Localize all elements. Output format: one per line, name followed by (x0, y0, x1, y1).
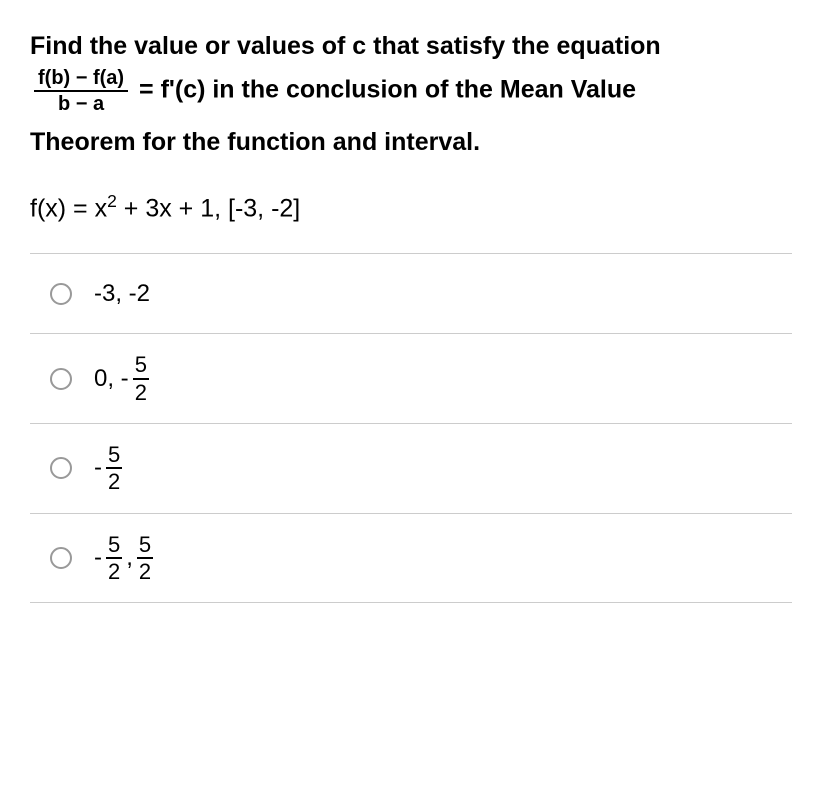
opt4-separator: , (126, 544, 133, 572)
option-1[interactable]: -3, -2 (30, 254, 792, 334)
question-line2: = f'(c) in the conclusion of the Mean Va… (139, 75, 636, 103)
frac-denominator: b − a (34, 92, 128, 116)
opt3-den: 2 (106, 469, 122, 494)
frac-numerator: f(b) − f(a) (34, 66, 128, 92)
mvt-fraction: f(b) − f(a) b − a (34, 66, 128, 116)
opt4-pre: - (94, 544, 102, 572)
option-4[interactable]: - 5 2 , 5 2 (30, 514, 792, 604)
opt2-pre: 0, - (94, 365, 129, 393)
opt3-num: 5 (106, 442, 122, 469)
opt3-pre: - (94, 454, 102, 482)
options-list: -3, -2 0, - 5 2 - 5 2 - 5 2 (30, 253, 792, 603)
function-definition: f(x) = x2 + 3x + 1, [-3, -2] (30, 191, 792, 223)
option-2[interactable]: 0, - 5 2 (30, 334, 792, 424)
option-1-label: -3, -2 (94, 280, 150, 308)
opt4-den2: 2 (137, 559, 153, 584)
question-text: Find the value or values of c that satis… (30, 28, 792, 161)
func-exponent: 2 (107, 191, 117, 211)
question-line3: Theorem for the function and interval. (30, 128, 480, 156)
func-post: + 3x + 1, [-3, -2] (117, 194, 300, 222)
radio-icon[interactable] (50, 547, 72, 569)
option-3-label: - 5 2 (94, 442, 126, 495)
opt4-fraction-2: 5 2 (137, 532, 153, 585)
opt2-fraction: 5 2 (133, 352, 149, 405)
opt4-num1: 5 (106, 532, 122, 559)
opt4-fraction-1: 5 2 (106, 532, 122, 585)
opt2-num: 5 (133, 352, 149, 379)
radio-icon[interactable] (50, 457, 72, 479)
option-4-label: - 5 2 , 5 2 (94, 532, 157, 585)
opt2-den: 2 (133, 380, 149, 405)
opt3-fraction: 5 2 (106, 442, 122, 495)
opt4-num2: 5 (137, 532, 153, 559)
question-line1: Find the value or values of c that satis… (30, 32, 661, 60)
radio-icon[interactable] (50, 368, 72, 390)
option-2-label: 0, - 5 2 (94, 352, 153, 405)
func-pre: f(x) = x (30, 194, 107, 222)
radio-icon[interactable] (50, 283, 72, 305)
opt4-den1: 2 (106, 559, 122, 584)
option-3[interactable]: - 5 2 (30, 424, 792, 514)
